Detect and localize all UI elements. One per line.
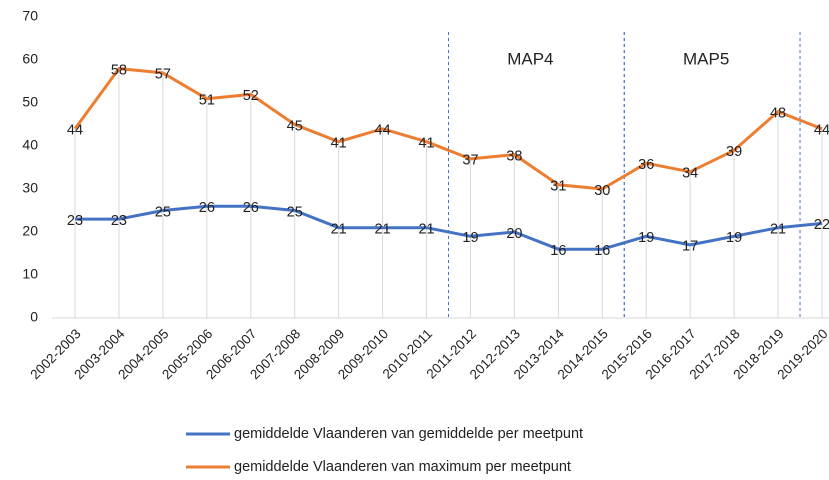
- data-label: 48: [770, 105, 786, 121]
- data-label: 16: [594, 243, 610, 259]
- data-label: 17: [682, 239, 698, 255]
- legend-label: gemiddelde Vlaanderen van gemiddelde per…: [234, 426, 583, 442]
- data-label: 21: [418, 222, 434, 238]
- data-label: 45: [287, 118, 303, 134]
- data-label: 58: [111, 62, 127, 78]
- data-label: 19: [462, 230, 478, 246]
- annotation: MAP5: [683, 49, 729, 68]
- data-label: 25: [155, 204, 171, 220]
- data-label: 26: [199, 200, 215, 216]
- data-label: 39: [726, 144, 742, 160]
- y-tick-label: 10: [22, 266, 38, 282]
- legend-label: gemiddelde Vlaanderen van maximum per me…: [234, 459, 571, 475]
- data-label: 31: [550, 179, 566, 195]
- data-label: 34: [682, 166, 698, 182]
- y-tick-label: 70: [22, 8, 38, 24]
- data-label: 23: [111, 213, 127, 229]
- data-label: 44: [67, 123, 83, 139]
- y-tick-label: 30: [22, 180, 38, 196]
- data-label: 30: [594, 183, 610, 199]
- data-label: 44: [814, 123, 829, 139]
- annotation: MAP4: [507, 49, 553, 68]
- y-tick-label: 0: [30, 309, 38, 325]
- data-label: 26: [243, 200, 259, 216]
- data-label: 23: [67, 213, 83, 229]
- data-label: 44: [375, 123, 391, 139]
- data-label: 41: [418, 136, 434, 152]
- data-label: 21: [331, 222, 347, 238]
- data-label: 37: [462, 153, 478, 169]
- data-label: 52: [243, 88, 259, 104]
- y-tick-label: 20: [22, 223, 38, 239]
- data-label: 41: [331, 136, 347, 152]
- data-label: 19: [726, 230, 742, 246]
- data-label: 36: [638, 157, 654, 173]
- data-label: 57: [155, 67, 171, 83]
- y-tick-label: 40: [22, 137, 38, 153]
- data-label: 16: [550, 243, 566, 259]
- data-label: 51: [199, 93, 215, 109]
- series-line: [75, 204, 823, 251]
- y-tick-label: 50: [22, 94, 38, 110]
- series-line: [73, 67, 823, 191]
- data-label: 38: [506, 148, 522, 164]
- data-label: 20: [506, 226, 522, 242]
- y-tick-label: 60: [22, 51, 38, 67]
- data-label: 25: [287, 204, 303, 220]
- data-label: 19: [638, 230, 654, 246]
- data-label: 21: [770, 222, 786, 238]
- data-label: 21: [375, 222, 391, 238]
- data-label: 22: [814, 217, 829, 233]
